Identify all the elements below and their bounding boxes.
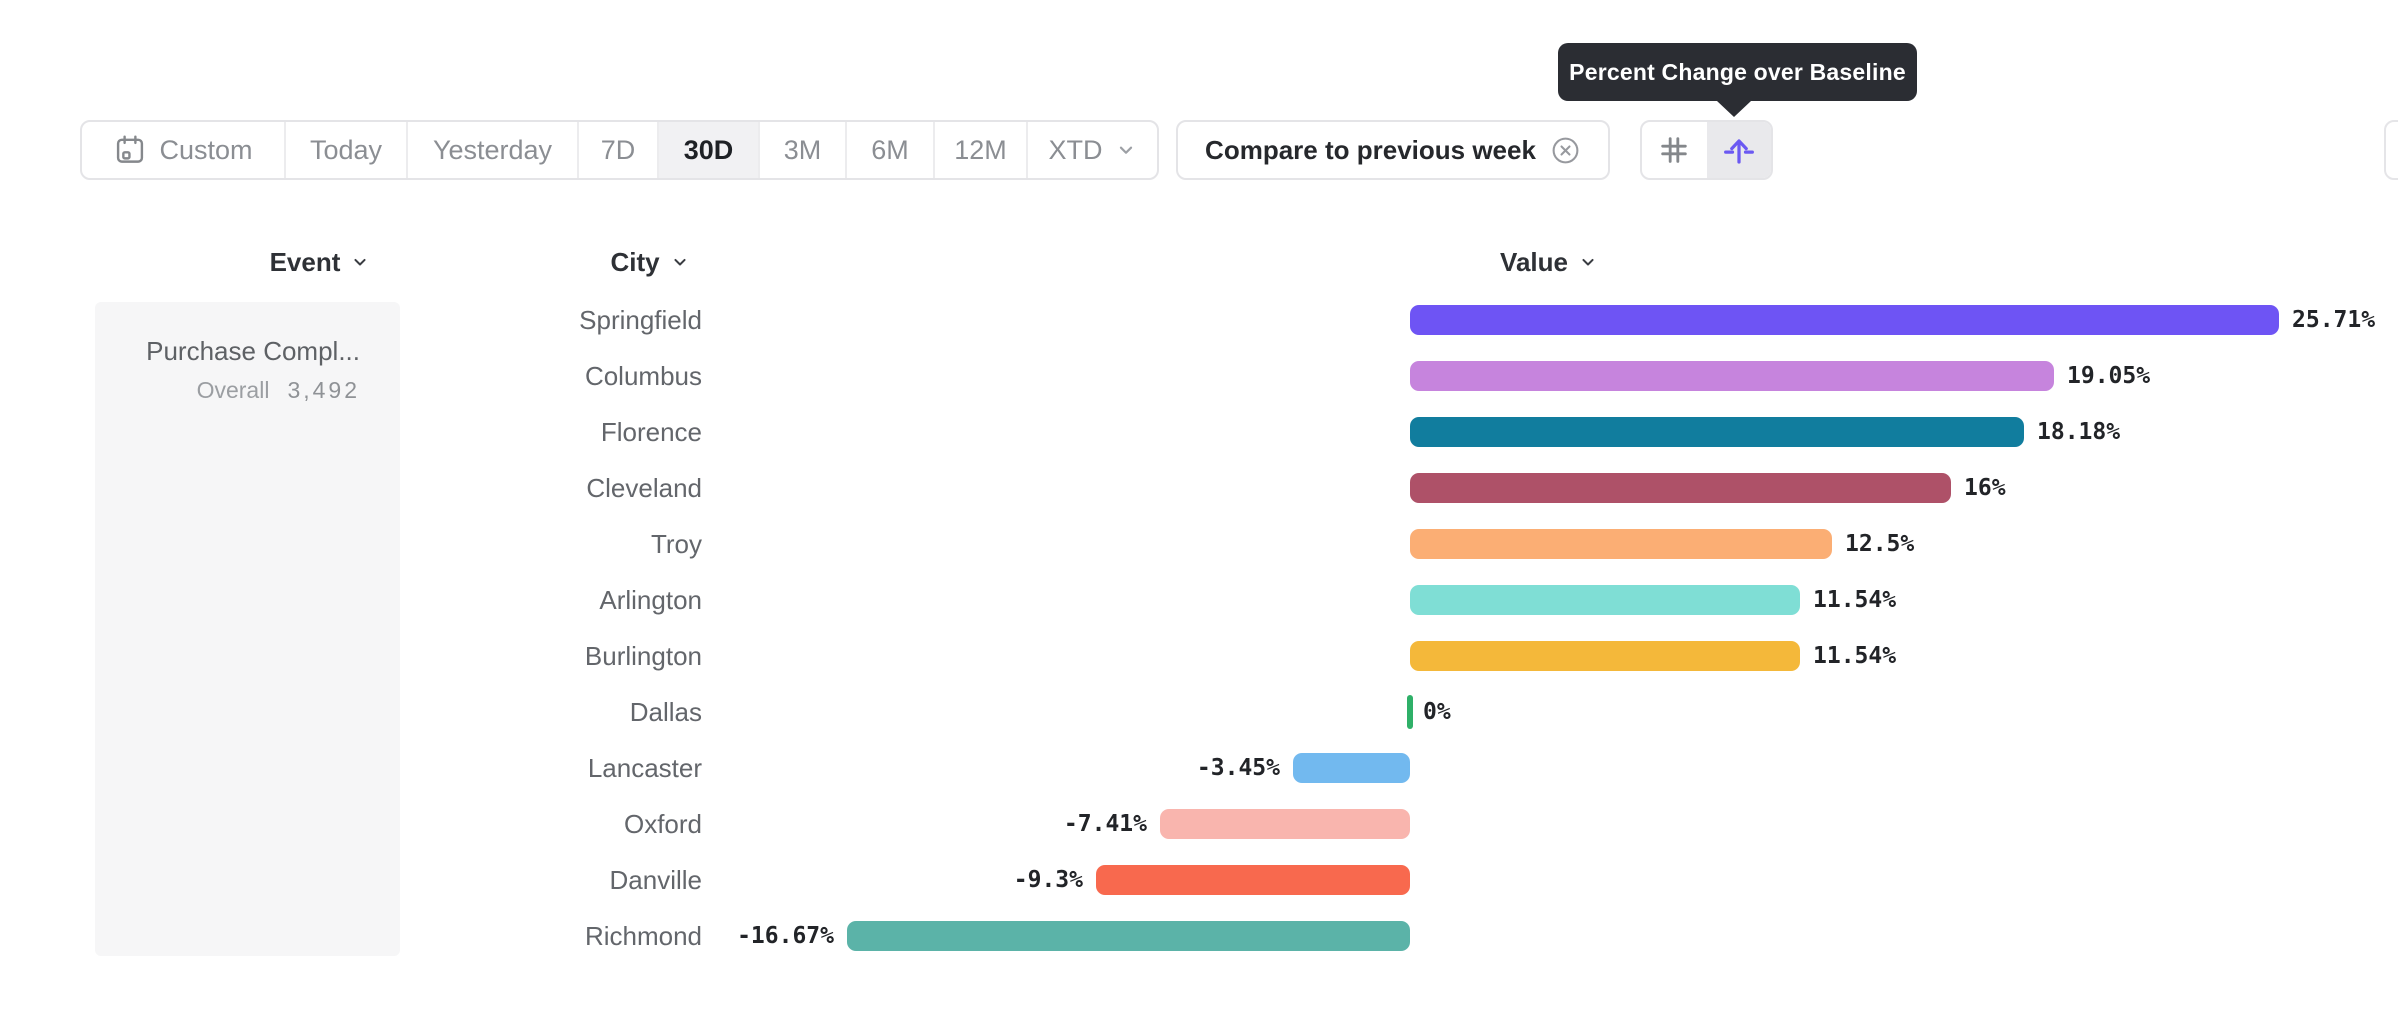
city-label: Danville bbox=[609, 864, 703, 895]
value-bar[interactable] bbox=[847, 921, 1410, 951]
value-bar[interactable] bbox=[1410, 361, 2054, 391]
city-label: Burlington bbox=[584, 640, 702, 671]
percent-change-tooltip: Percent Change over Baseline bbox=[1558, 43, 1917, 117]
event-panel[interactable]: Purchase Compl... Overall 3,492 bbox=[95, 302, 400, 956]
value-bar[interactable] bbox=[1410, 641, 1800, 671]
value-label: 11.54% bbox=[1813, 587, 1897, 613]
tooltip-text: Percent Change over Baseline bbox=[1569, 58, 1906, 85]
chart-row: Oxford -7.41% bbox=[0, 796, 2398, 852]
value-label: -7.41% bbox=[1063, 811, 1147, 837]
chart-row: Dallas 0% bbox=[0, 684, 2398, 740]
range-label: Custom bbox=[159, 134, 253, 165]
city-label: Columbus bbox=[584, 360, 702, 391]
zero-tick[interactable] bbox=[1407, 695, 1413, 729]
range-custom-button[interactable]: Custom bbox=[82, 122, 286, 178]
chart-row: Springfield 25.71% bbox=[0, 292, 2398, 348]
range-today-button[interactable]: Today bbox=[286, 122, 408, 178]
grid-view-button[interactable] bbox=[1642, 122, 1707, 178]
chart-row: Troy 12.5% bbox=[0, 516, 2398, 572]
range-xtd-button[interactable]: XTD bbox=[1028, 122, 1157, 178]
value-bar[interactable] bbox=[1096, 865, 1410, 895]
bar-chart: Springfield 25.71% Columbus 19.05% Florence 1… bbox=[0, 292, 2398, 964]
range-label: Yesterday bbox=[432, 134, 553, 165]
circle-x-icon[interactable] bbox=[1550, 135, 1581, 166]
value-bar[interactable] bbox=[1410, 305, 2279, 335]
column-header-value-label: Value bbox=[1500, 246, 1568, 277]
date-range-selector: Custom Today Yesterday 7D 30D 3M 6M 12M XTD bbox=[80, 120, 1159, 180]
view-toggle bbox=[1640, 120, 1773, 180]
value-label: 25.71% bbox=[2292, 307, 2376, 333]
range-label: 12M bbox=[954, 134, 1007, 165]
range-6m-button[interactable]: 6M bbox=[847, 122, 935, 178]
range-label: 7D bbox=[600, 134, 636, 165]
value-bar[interactable] bbox=[1410, 529, 1832, 559]
range-yesterday-button[interactable]: Yesterday bbox=[408, 122, 579, 178]
range-label: 6M bbox=[871, 134, 909, 165]
value-label: 12.5% bbox=[1845, 531, 1915, 557]
value-bar[interactable] bbox=[1410, 585, 1800, 615]
range-30d-button[interactable]: 30D bbox=[659, 122, 760, 178]
baseline-arrow-icon bbox=[1723, 139, 1754, 164]
column-header-event[interactable]: Event bbox=[220, 244, 420, 280]
chart-row: Cleveland 16% bbox=[0, 460, 2398, 516]
city-label: Richmond bbox=[584, 920, 702, 951]
range-label: XTD bbox=[1048, 134, 1103, 165]
range-12m-button[interactable]: 12M bbox=[935, 122, 1028, 178]
overall-value: 3,492 bbox=[287, 377, 360, 403]
column-header-event-label: Event bbox=[269, 246, 341, 277]
value-label: 16% bbox=[1964, 475, 2006, 501]
compare-chip-label: Compare to previous week bbox=[1205, 134, 1536, 165]
chart-row: Danville -9.3% bbox=[0, 852, 2398, 908]
city-label: Springfield bbox=[579, 304, 702, 335]
partial-button-right[interactable] bbox=[2384, 120, 2398, 180]
value-label: -9.3% bbox=[1013, 867, 1083, 893]
column-header-value[interactable]: Value bbox=[1449, 244, 1649, 280]
overall-label: Overall bbox=[196, 377, 270, 403]
calendar-icon bbox=[117, 135, 144, 163]
chart-row: Arlington 11.54% bbox=[0, 572, 2398, 628]
chart-row: Richmond -16.67% bbox=[0, 908, 2398, 964]
city-label: Lancaster bbox=[587, 752, 702, 783]
baseline-change-button[interactable] bbox=[1706, 122, 1771, 178]
city-label: Troy bbox=[650, 528, 702, 559]
range-label: 30D bbox=[683, 134, 734, 165]
city-label: Arlington bbox=[599, 584, 702, 615]
city-label: Florence bbox=[600, 416, 702, 447]
range-7d-button[interactable]: 7D bbox=[579, 122, 659, 178]
chevron-down-icon bbox=[1582, 258, 1594, 266]
value-label: -3.45% bbox=[1196, 755, 1280, 781]
range-label: 3M bbox=[783, 134, 822, 165]
column-header-city-label: City bbox=[610, 246, 660, 277]
chevron-down-icon bbox=[673, 258, 686, 266]
range-label: Today bbox=[309, 134, 383, 165]
chart-row: Columbus 19.05% bbox=[0, 348, 2398, 404]
chart-row: Florence 18.18% bbox=[0, 404, 2398, 460]
range-3m-button[interactable]: 3M bbox=[760, 122, 847, 178]
chevron-down-icon bbox=[354, 258, 366, 266]
value-bar[interactable] bbox=[1410, 417, 2024, 447]
event-overall-row: Overall 3,492 bbox=[95, 377, 360, 404]
tooltip-arrow bbox=[1717, 101, 1751, 117]
chevron-down-icon bbox=[1119, 146, 1132, 154]
value-label: 0% bbox=[1423, 699, 1451, 725]
chart-row: Lancaster -3.45% bbox=[0, 740, 2398, 796]
grid-icon bbox=[1661, 137, 1687, 163]
value-bar[interactable] bbox=[1410, 473, 1951, 503]
value-bar[interactable] bbox=[1293, 753, 1410, 783]
value-label: 18.18% bbox=[2037, 419, 2121, 445]
city-label: Dallas bbox=[629, 696, 702, 727]
value-bar[interactable] bbox=[1160, 809, 1410, 839]
city-label: Cleveland bbox=[586, 472, 702, 503]
chart-row: Burlington 11.54% bbox=[0, 628, 2398, 684]
compare-chip[interactable]: Compare to previous week bbox=[1176, 120, 1610, 180]
event-name: Purchase Compl... bbox=[146, 336, 360, 366]
value-label: 19.05% bbox=[2067, 363, 2151, 389]
value-label: -16.67% bbox=[737, 923, 834, 949]
value-label: 11.54% bbox=[1813, 643, 1897, 669]
city-label: Oxford bbox=[623, 808, 702, 839]
column-header-city[interactable]: City bbox=[550, 244, 750, 280]
